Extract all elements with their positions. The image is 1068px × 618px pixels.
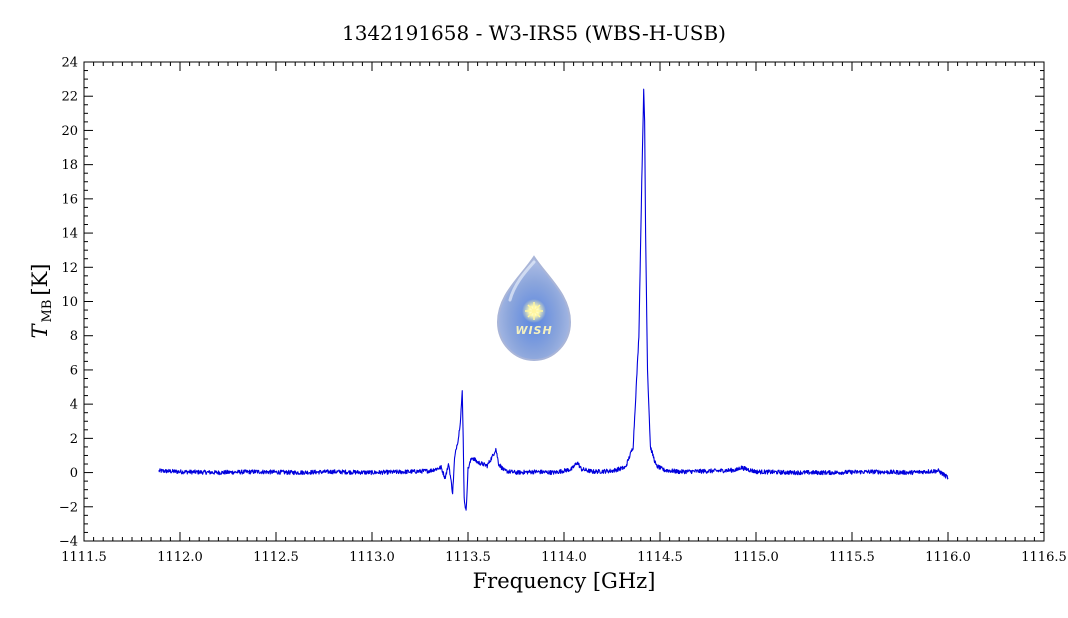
chart-title: 1342191658 - W3-IRS5 (WBS-H-USB) xyxy=(342,21,726,45)
y-axis-label-symbol: T xyxy=(28,322,52,338)
y-axis-label-unit: [K] xyxy=(28,264,52,296)
x-tick-label: 1112.5 xyxy=(253,550,299,565)
x-tick-label: 1111.5 xyxy=(61,550,107,565)
y-tick-label: 4 xyxy=(70,398,78,413)
x-tick-label: 1114.5 xyxy=(637,550,683,565)
x-tick-label: 1113.5 xyxy=(445,550,491,565)
y-tick-label: 2 xyxy=(70,432,78,447)
x-tick-label: 1115.5 xyxy=(829,550,875,565)
svg-text:TMB[K]: TMB [K] xyxy=(28,264,55,339)
spectrum-series-line xyxy=(158,88,949,511)
y-tick-label: 16 xyxy=(61,192,78,207)
y-tick-label: −4 xyxy=(59,535,78,550)
y-tick-label: 22 xyxy=(61,90,78,105)
logo-text: WISH xyxy=(515,324,552,337)
y-tick-label: 14 xyxy=(61,227,78,242)
y-tick-label: 8 xyxy=(70,329,78,344)
x-tick-label: 1113.0 xyxy=(349,550,395,565)
y-tick-label: −2 xyxy=(59,500,78,515)
y-tick-label: 12 xyxy=(61,261,78,276)
y-axis-label: TMB [K] xyxy=(28,264,55,339)
y-axis-label-subscript: MB xyxy=(40,300,55,323)
x-tick-label: 1114.0 xyxy=(541,550,587,565)
x-tick-label: 1116.0 xyxy=(925,550,971,565)
y-tick-label: 10 xyxy=(61,295,78,310)
y-tick-label: 24 xyxy=(61,56,78,71)
y-tick-label: 0 xyxy=(70,466,78,481)
wish-logo: WISH xyxy=(496,255,572,362)
y-tick-label: 6 xyxy=(70,363,78,378)
x-tick-label: 1115.0 xyxy=(733,550,779,565)
x-axis-label: Frequency [GHz] xyxy=(473,569,656,593)
x-tick-label: 1112.0 xyxy=(157,550,203,565)
x-tick-label: 1116.5 xyxy=(1021,550,1067,565)
x-axis: 1111.5 1112.0 1112.5 1113.0 1113.5 1114.0 1114… xyxy=(61,62,1067,565)
y-tick-label: 18 xyxy=(61,158,78,173)
y-tick-label: 20 xyxy=(61,124,78,139)
